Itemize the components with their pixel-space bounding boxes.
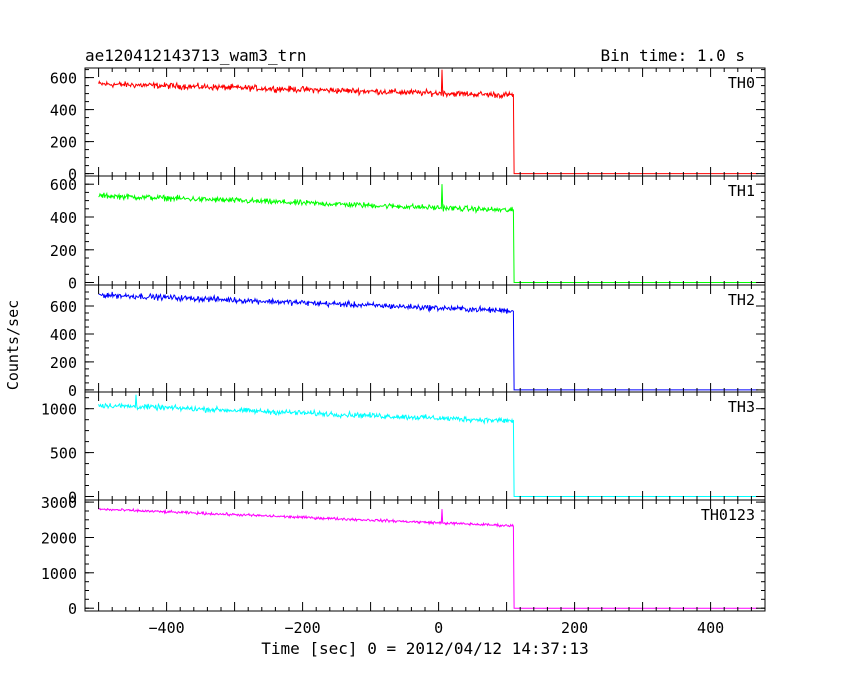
y-tick-label: 1000 — [41, 565, 77, 583]
y-tick-label: 0 — [68, 166, 77, 184]
panel-th0: TH0 0 200 400 600 — [50, 67, 766, 184]
series-line-th2 — [98, 291, 759, 391]
panel-th2: TH2 0 200 400 600 — [50, 284, 766, 400]
x-tick-label: −200 — [285, 619, 321, 637]
y-tick-label: 200 — [50, 242, 77, 260]
y-tick-label: 200 — [50, 354, 77, 372]
panel-frame — [84, 499, 766, 612]
panel-frame — [84, 175, 766, 286]
panels-group: TH00200400600TH10200400600TH20200400600T… — [41, 67, 766, 637]
series-line-th0123 — [98, 507, 759, 609]
series-line-th3 — [98, 394, 759, 497]
panel-frame — [84, 67, 766, 177]
y-tick-label: 600 — [50, 176, 77, 194]
y-tick-label: 200 — [50, 134, 77, 152]
y-tick-label: 0 — [68, 489, 77, 507]
y-tick-label: 0 — [68, 382, 77, 400]
y-tick-label: 600 — [50, 298, 77, 316]
panel-label: TH0 — [728, 74, 755, 92]
y-tick-label: 400 — [50, 326, 77, 344]
y-tick-label: 1000 — [41, 401, 77, 419]
panel-label: TH3 — [728, 398, 755, 416]
y-tick-label: 400 — [50, 102, 77, 120]
panel-th1: TH1 0 200 400 600 — [50, 175, 766, 293]
y-tick-label: 0 — [68, 600, 77, 618]
y-tick-label: 600 — [50, 70, 77, 88]
panel-frame — [84, 284, 766, 393]
y-tick-label: 500 — [50, 445, 77, 463]
y-tick-label: 0 — [68, 275, 77, 293]
x-tick-label: 400 — [697, 619, 724, 637]
x-axis-label: Time [sec] 0 = 2012/04/12 14:37:13 — [261, 639, 589, 658]
series-line-th0 — [98, 69, 759, 175]
y-axis-label: Counts/sec — [4, 300, 22, 390]
panel-label: TH1 — [728, 182, 755, 200]
panel-th3: TH3 0 500 1000 — [41, 391, 766, 507]
x-tick-label: 200 — [561, 619, 588, 637]
series-line-th1 — [98, 184, 759, 283]
x-tick-label: 0 — [434, 619, 443, 637]
panel-th0123: TH0123 0 1000 2000 3000 — [41, 494, 766, 618]
panel-label: TH0123 — [701, 506, 755, 524]
bin-time-label: Bin time: 1.0 s — [601, 46, 746, 65]
y-tick-label: 400 — [50, 209, 77, 227]
y-tick-label: 2000 — [41, 530, 77, 548]
chart-title: ae120412143713_wam3_trn — [85, 46, 307, 65]
panel-label: TH2 — [728, 291, 755, 309]
x-tick-label: −400 — [149, 619, 185, 637]
y-tick-label: 3000 — [41, 494, 77, 512]
